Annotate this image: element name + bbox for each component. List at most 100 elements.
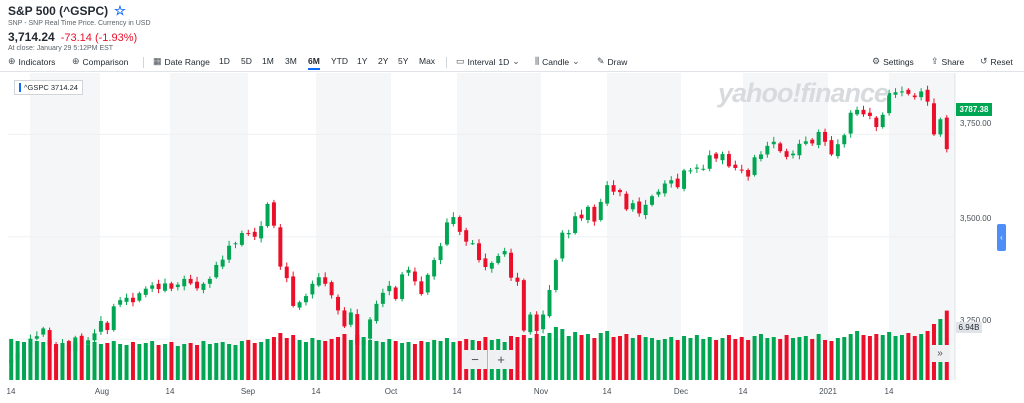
- candle-body: [797, 143, 802, 156]
- candle-body: [823, 131, 828, 142]
- candle-body: [239, 233, 244, 245]
- volume-bar: [79, 343, 84, 380]
- volume-bar: [278, 333, 283, 380]
- indicators-label: Indicators: [18, 56, 56, 67]
- volume-bar: [246, 340, 251, 380]
- candle-body: [406, 269, 411, 273]
- candle-body: [163, 283, 167, 291]
- star-icon[interactable]: ☆: [114, 3, 126, 18]
- candle-body: [784, 151, 789, 157]
- candle-body: [278, 227, 283, 267]
- candle-body: [227, 245, 232, 260]
- comparison-button[interactable]: ⊕ Comparison: [72, 56, 128, 67]
- x-tick-label: 14: [738, 387, 748, 396]
- reset-button[interactable]: ↺ Reset: [980, 56, 1013, 67]
- volume-bar: [92, 342, 97, 380]
- y-tick-label: 3,500.00: [960, 214, 992, 223]
- volume-bar: [284, 338, 289, 380]
- volume-bar: [899, 335, 904, 380]
- range-1y[interactable]: 1Y: [357, 56, 368, 66]
- candle-body: [637, 201, 642, 214]
- volume-bar: [163, 344, 167, 380]
- volume-bar: [778, 339, 783, 380]
- candle-body: [842, 135, 847, 145]
- scroll-to-end-button[interactable]: »: [930, 345, 950, 362]
- collapse-panel-tab[interactable]: ‹: [997, 224, 1006, 251]
- range-2y[interactable]: 2Y: [378, 56, 389, 66]
- price-chart[interactable]: [0, 73, 1024, 403]
- candle-body: [303, 296, 308, 303]
- candle-body: [592, 206, 597, 222]
- candle-body: [931, 103, 936, 135]
- candle-body: [874, 117, 879, 128]
- candle-body: [105, 322, 110, 331]
- range-5d[interactable]: 5D: [241, 56, 252, 66]
- month-shade: [607, 73, 681, 380]
- zoom-out-button[interactable]: −: [463, 350, 487, 369]
- volume-bar: [361, 337, 366, 380]
- volume-bar: [694, 335, 699, 380]
- volume-bar: [348, 340, 353, 380]
- volume-bar: [592, 338, 597, 380]
- x-tick-label: Nov: [533, 387, 549, 396]
- candle-body: [201, 283, 206, 290]
- share-button[interactable]: ⇪ Share: [931, 56, 964, 67]
- interval-button[interactable]: ▭ Interval 1D ⌄: [456, 56, 520, 67]
- volume-bar: [682, 336, 687, 380]
- reset-label: Reset: [990, 56, 1013, 67]
- volume-bar: [598, 333, 603, 380]
- month-shade: [170, 73, 248, 380]
- candle-body: [188, 278, 193, 284]
- volume-bar: [41, 342, 46, 380]
- candle-body: [297, 302, 302, 308]
- candle-body: [92, 333, 97, 341]
- candle-body: [701, 168, 706, 170]
- candle-body: [547, 289, 552, 317]
- volume-bar: [259, 342, 264, 380]
- range-3m[interactable]: 3M: [285, 56, 297, 66]
- candle-body: [464, 230, 469, 242]
- range-1m[interactable]: 1M: [262, 56, 274, 66]
- range-ytd[interactable]: YTD: [331, 56, 348, 66]
- volume-bar: [925, 331, 930, 380]
- candle-button[interactable]: ⫼ Candle ⌄: [535, 56, 580, 67]
- volume-bar: [784, 335, 789, 380]
- date-range-button[interactable]: ▦ Date Range: [153, 56, 210, 67]
- range-6m[interactable]: 6M: [308, 56, 320, 70]
- volume-bar: [214, 343, 219, 380]
- candle-body: [425, 274, 430, 293]
- draw-button[interactable]: ✎ Draw: [597, 56, 627, 67]
- range-5y[interactable]: 5Y: [398, 56, 409, 66]
- volume-bar: [118, 344, 123, 380]
- volume-bar: [432, 340, 437, 380]
- zoom-in-button[interactable]: +: [489, 350, 513, 369]
- candle-body: [534, 314, 539, 331]
- price-change: -73.14 (-1.93%): [60, 32, 138, 44]
- volume-bar: [15, 341, 20, 380]
- volume-bar: [22, 342, 27, 380]
- volume-bar: [637, 335, 642, 380]
- candle-body: [694, 167, 699, 169]
- volume-bar: [906, 333, 911, 380]
- volume-bar: [425, 342, 430, 380]
- range-1d[interactable]: 1D: [219, 56, 230, 66]
- divider: [446, 57, 447, 68]
- volume-bar: [387, 339, 392, 380]
- candle-body: [329, 282, 334, 296]
- volume-bar: [579, 335, 584, 380]
- candle-body: [899, 91, 904, 93]
- settings-button[interactable]: ⚙ Settings: [872, 56, 914, 67]
- price-line: 3,714.24 -73.14 (-1.93%): [8, 30, 151, 44]
- volume-bar: [310, 338, 315, 380]
- x-tick-label: 14: [884, 387, 894, 396]
- volume-bar: [746, 340, 751, 380]
- candle-body: [726, 154, 731, 167]
- volume-bar: [438, 341, 443, 380]
- candle-body: [323, 277, 328, 284]
- candle-body: [143, 288, 148, 295]
- volume-bar: [867, 336, 872, 380]
- indicators-button[interactable]: ⊕ Indicators: [8, 56, 55, 67]
- volume-bar: [701, 339, 706, 380]
- candle-body: [733, 164, 738, 168]
- range-max[interactable]: Max: [419, 56, 436, 66]
